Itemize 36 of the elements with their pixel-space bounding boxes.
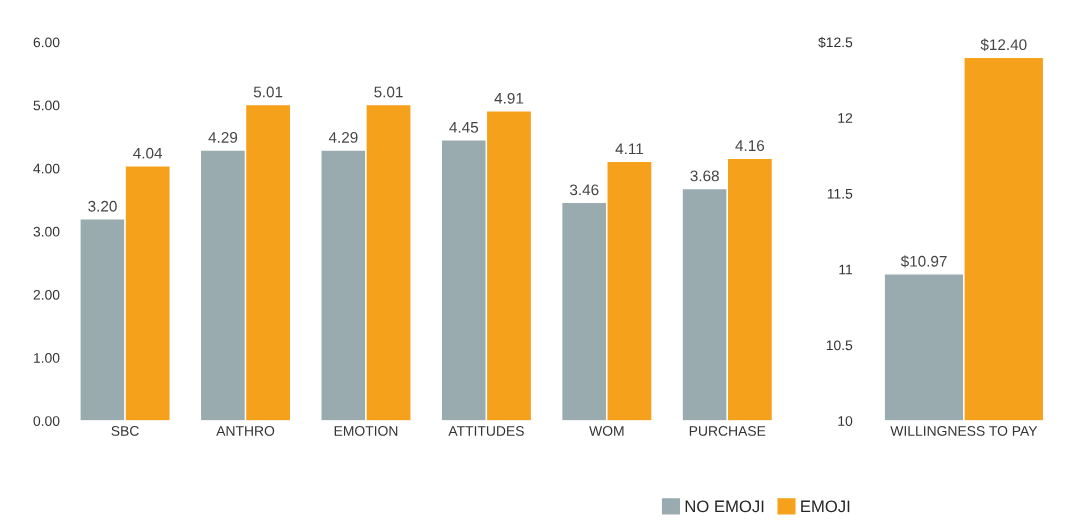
legend-label: NO EMOJI <box>685 500 764 513</box>
y-tick-label: 10.5 <box>826 340 853 351</box>
x-tick-label: ATTITUDES <box>448 426 524 436</box>
x-tick-label: PURCHASE <box>689 426 766 436</box>
data-label: $12.40 <box>980 38 1027 51</box>
y-tick-label: 3.00 <box>33 226 60 237</box>
data-label: $10.97 <box>900 255 947 268</box>
y-tick-label: 5.00 <box>33 100 60 111</box>
x-tick-label: WOM <box>589 426 624 436</box>
data-label: 3.20 <box>88 200 117 212</box>
data-label: 5.01 <box>374 86 403 98</box>
y-tick-label: 10 <box>838 416 853 426</box>
y-tick-label: 6.00 <box>33 37 60 48</box>
data-label: 4.45 <box>449 122 479 133</box>
y-tick-label: 0.00 <box>33 416 60 426</box>
data-label: 3.46 <box>569 184 599 196</box>
data-label: 4.91 <box>494 92 524 104</box>
y-tick-label: 11 <box>839 264 853 275</box>
y-tick-label: $12.5 <box>818 36 853 49</box>
x-tick-label: SBC <box>111 426 139 436</box>
y-tick-label: 11.5 <box>827 189 853 199</box>
y-tick-label: 4.00 <box>33 163 60 174</box>
y-tick-label: 12 <box>838 113 853 123</box>
data-label: 4.29 <box>208 132 238 143</box>
x-tick-label: WILLINGNESS TO PAY <box>890 426 1038 436</box>
data-label: 4.29 <box>328 132 358 143</box>
data-label: 4.04 <box>133 147 163 159</box>
x-tick-label: ANTHRO <box>216 426 275 436</box>
data-label: 4.16 <box>735 140 765 152</box>
data-label: 4.11 <box>615 143 643 155</box>
y-tick-label: 1.00 <box>34 353 60 363</box>
legend-label: EMOJI <box>801 500 850 513</box>
data-label: 5.01 <box>253 86 283 98</box>
data-label: 3.68 <box>690 170 719 182</box>
y-tick-label: 2.00 <box>33 289 60 300</box>
x-tick-label: EMOTION <box>334 426 398 436</box>
